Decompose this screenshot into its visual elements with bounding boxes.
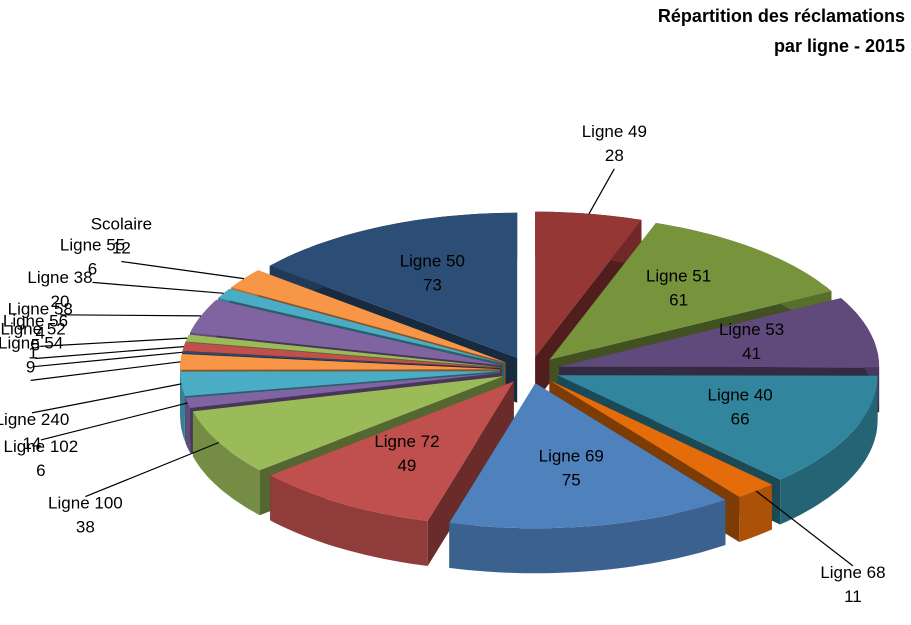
- data-label-name: Ligne 50: [400, 252, 465, 271]
- data-label-name: Ligne 40: [708, 386, 773, 405]
- leader-line: [30, 361, 181, 381]
- data-label-name: Ligne 52: [1, 320, 66, 339]
- data-label-name: Ligne 55: [60, 235, 125, 254]
- slice-top: [549, 223, 832, 360]
- data-label-value: 5: [31, 336, 40, 355]
- data-label-value: 1: [28, 344, 37, 363]
- leader-line: [31, 383, 182, 414]
- slice: [449, 383, 726, 574]
- data-label-name: Ligne 51: [646, 266, 711, 285]
- data-label-value: 12: [112, 238, 131, 257]
- slice-top: [182, 342, 501, 368]
- slice-top: [192, 376, 504, 471]
- data-label-value: 66: [731, 410, 750, 429]
- data-label-name: Ligne 54: [0, 333, 63, 352]
- leader-line: [40, 402, 188, 441]
- slice-top: [185, 372, 501, 408]
- data-label-value: 73: [423, 276, 442, 295]
- slice-top: [557, 375, 878, 480]
- data-label-value: 75: [562, 471, 581, 490]
- data-label-name: Scolaire: [91, 214, 152, 233]
- leader-line: [85, 441, 220, 498]
- slice-top: [182, 351, 501, 369]
- data-label-value: 9: [26, 357, 35, 376]
- slice-wall: [180, 371, 185, 442]
- slice-top: [449, 383, 726, 529]
- leader-line: [92, 281, 224, 294]
- data-label-name: Ligne 38: [27, 268, 92, 287]
- leader-line: [40, 337, 188, 347]
- slice-top: [190, 299, 502, 366]
- leader-line: [588, 168, 615, 215]
- data-label-value: 14: [22, 434, 41, 453]
- data-label-name: Ligne 100: [48, 494, 123, 513]
- slice-top: [180, 371, 501, 397]
- slice-wall: [270, 475, 428, 566]
- data-label-value: 41: [742, 344, 761, 363]
- data-label-value: 6: [36, 461, 45, 480]
- slice-top: [218, 288, 504, 364]
- data-label-value: 6: [88, 259, 97, 278]
- data-label-name: Ligne 56: [3, 312, 68, 331]
- data-label-value: 61: [669, 290, 688, 309]
- data-label-name: Ligne 69: [539, 447, 604, 466]
- data-label-value: 4: [36, 323, 45, 342]
- slice-wall: [449, 500, 726, 574]
- leader-line: [33, 351, 183, 368]
- slice-top: [231, 270, 506, 363]
- data-label-name: Ligne 53: [719, 320, 784, 339]
- data-label-value: 11: [844, 587, 862, 606]
- leader-line: [59, 314, 202, 317]
- leader-line: [121, 260, 245, 280]
- slice-wall: [739, 484, 772, 542]
- data-label-name: Ligne 58: [8, 299, 73, 318]
- slice-top: [549, 380, 772, 497]
- data-label-name: Ligne 102: [4, 437, 79, 456]
- data-label-value: 38: [76, 518, 95, 537]
- slice-top: [180, 354, 500, 370]
- data-label-name: Ligne 72: [374, 432, 439, 451]
- slice-wall: [780, 375, 878, 525]
- slice-top: [559, 298, 880, 368]
- slice-wall: [185, 397, 191, 453]
- data-label-name: Ligne 68: [820, 563, 885, 582]
- slice-top: [535, 211, 642, 357]
- slice: [270, 381, 514, 566]
- leader-line: [35, 346, 184, 360]
- data-label-value: 28: [605, 146, 624, 165]
- slice-top: [269, 212, 518, 358]
- leader-line: [755, 490, 854, 567]
- chart-title: Répartition des réclamations: [658, 6, 905, 26]
- slice-top: [270, 381, 514, 521]
- data-label-name: Ligne 240: [0, 410, 69, 429]
- chart-title: par ligne - 2015: [774, 36, 905, 56]
- data-label-value: 20: [51, 292, 70, 311]
- slice-wall: [192, 411, 260, 516]
- data-label-name: Ligne 49: [582, 122, 647, 141]
- data-label-value: 49: [397, 456, 416, 475]
- slice-top: [185, 334, 501, 368]
